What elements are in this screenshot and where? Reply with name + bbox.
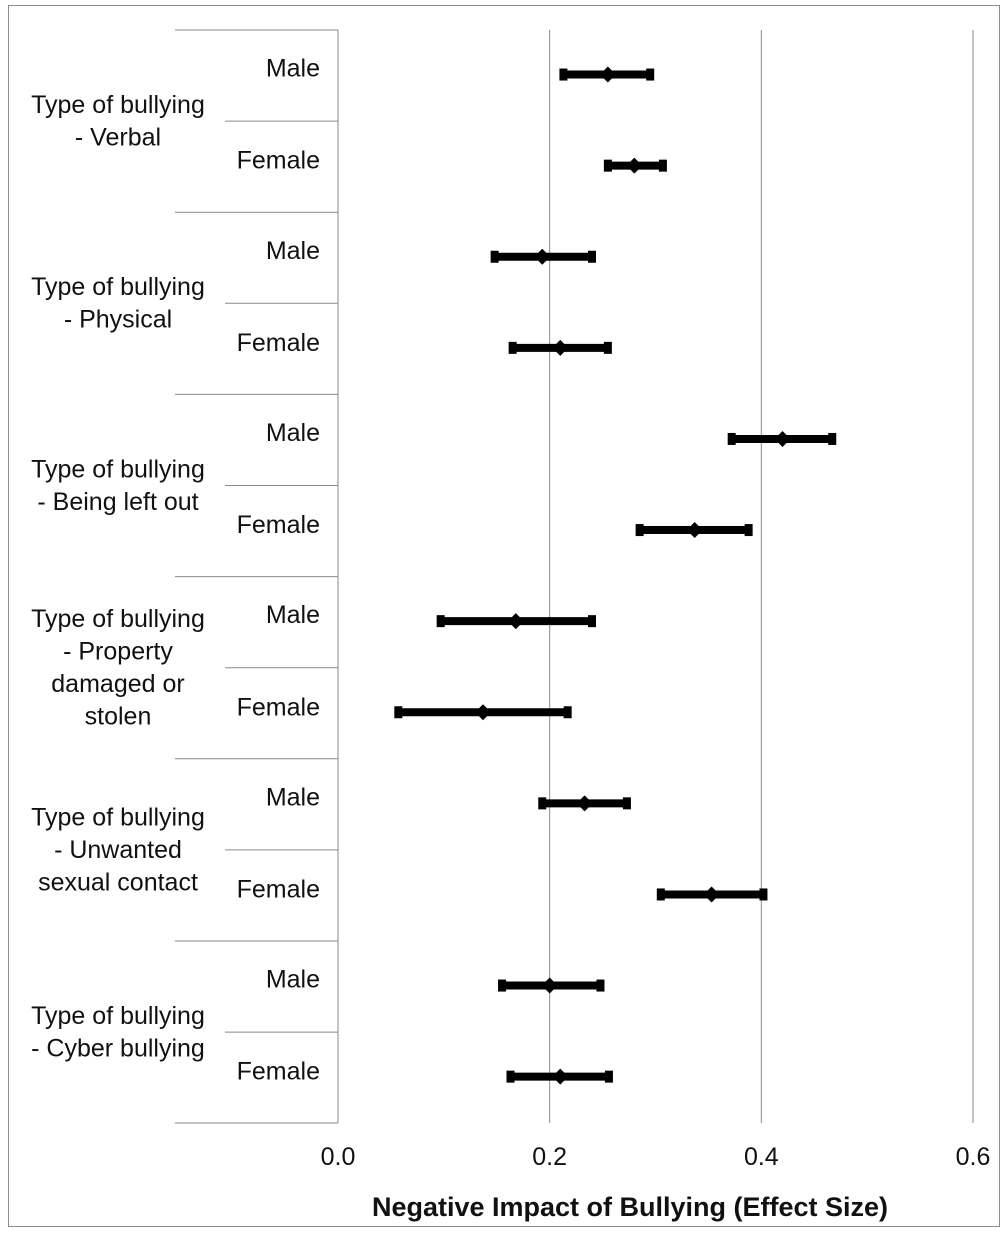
ci-cap-upper [622, 797, 631, 810]
row-label: Male [266, 419, 320, 447]
ci-cap-upper [828, 432, 837, 445]
row-label: Male [266, 966, 320, 994]
ci-cap-upper [759, 888, 768, 901]
row-label: Female [237, 875, 320, 903]
ci-cap-lower [436, 615, 445, 628]
group-label: Type of bullying [31, 605, 205, 633]
ci-cap-lower [538, 797, 547, 810]
point-estimate [686, 522, 703, 539]
group-label: Type of bullying [31, 1002, 205, 1030]
point-estimate [552, 339, 569, 356]
data-marks [394, 66, 837, 1085]
row-label: Female [237, 1058, 320, 1086]
ci-cap-lower [506, 1070, 515, 1083]
point-estimate [576, 795, 593, 812]
point-estimate [774, 430, 791, 447]
group-label: Type of bullying [31, 803, 205, 831]
group-label: - Property [63, 637, 173, 665]
ci-cap-upper [646, 68, 655, 81]
category-labels: Type of bullying - Verbal Male Female Type o… [31, 55, 320, 1086]
group-label: stolen [85, 702, 152, 730]
ci-cap-upper [658, 159, 667, 172]
point-estimate [541, 977, 558, 994]
x-axis-title: Negative Impact of Bullying (Effect Size… [372, 1192, 888, 1222]
group-label: - Physical [64, 306, 172, 334]
ci-cap-lower [603, 159, 612, 172]
ci-cap-upper [563, 706, 572, 719]
row-label: Female [237, 147, 320, 175]
ci-cap-lower [508, 341, 517, 354]
ci-cap-lower [394, 706, 403, 719]
x-axis-ticks: 0.0 0.2 0.4 0.6 [321, 1143, 991, 1171]
x-tick-label: 0.2 [532, 1143, 567, 1171]
ci-cap-lower [559, 68, 568, 81]
ci-cap-upper [588, 250, 596, 263]
gridlines [549, 30, 974, 1123]
group-label: Type of bullying [31, 455, 205, 483]
group-label: damaged or [51, 670, 184, 698]
point-estimate [507, 613, 524, 630]
ci-cap-upper [588, 615, 596, 628]
ci-cap-upper [604, 1070, 613, 1083]
ci-cap-upper [744, 524, 753, 537]
point-estimate [626, 157, 643, 174]
point-estimate [599, 66, 616, 83]
ci-cap-upper [596, 979, 605, 992]
group-label: Type of bullying [31, 273, 205, 301]
row-label: Male [266, 55, 320, 83]
group-label: - Unwanted [54, 836, 182, 864]
x-tick-label: 0.6 [956, 1143, 991, 1171]
point-estimate [703, 886, 720, 903]
point-estimate [474, 704, 491, 721]
group-label: - Verbal [75, 123, 161, 151]
group-label: - Cyber bullying [31, 1034, 205, 1062]
row-label: Female [237, 511, 320, 539]
row-label: Male [266, 783, 320, 811]
group-label: sexual contact [38, 868, 198, 896]
row-label: Female [237, 693, 320, 721]
ci-cap-lower [490, 250, 499, 263]
ci-cap-lower [498, 979, 507, 992]
point-estimate [552, 1068, 569, 1085]
ci-cap-lower [656, 888, 665, 901]
x-tick-label: 0.0 [321, 1143, 356, 1171]
ci-cap-lower [727, 432, 736, 445]
point-estimate [534, 248, 551, 265]
row-label: Female [237, 329, 320, 357]
row-label: Male [266, 237, 320, 265]
row-label: Male [266, 601, 320, 629]
group-label: - Being left out [37, 488, 198, 516]
ci-cap-upper [603, 341, 612, 354]
chart-frame [8, 5, 1000, 1227]
group-label: Type of bullying [31, 91, 205, 119]
ci-cap-lower [635, 524, 644, 537]
category-axis [175, 29, 339, 1124]
x-tick-label: 0.4 [744, 1143, 779, 1171]
